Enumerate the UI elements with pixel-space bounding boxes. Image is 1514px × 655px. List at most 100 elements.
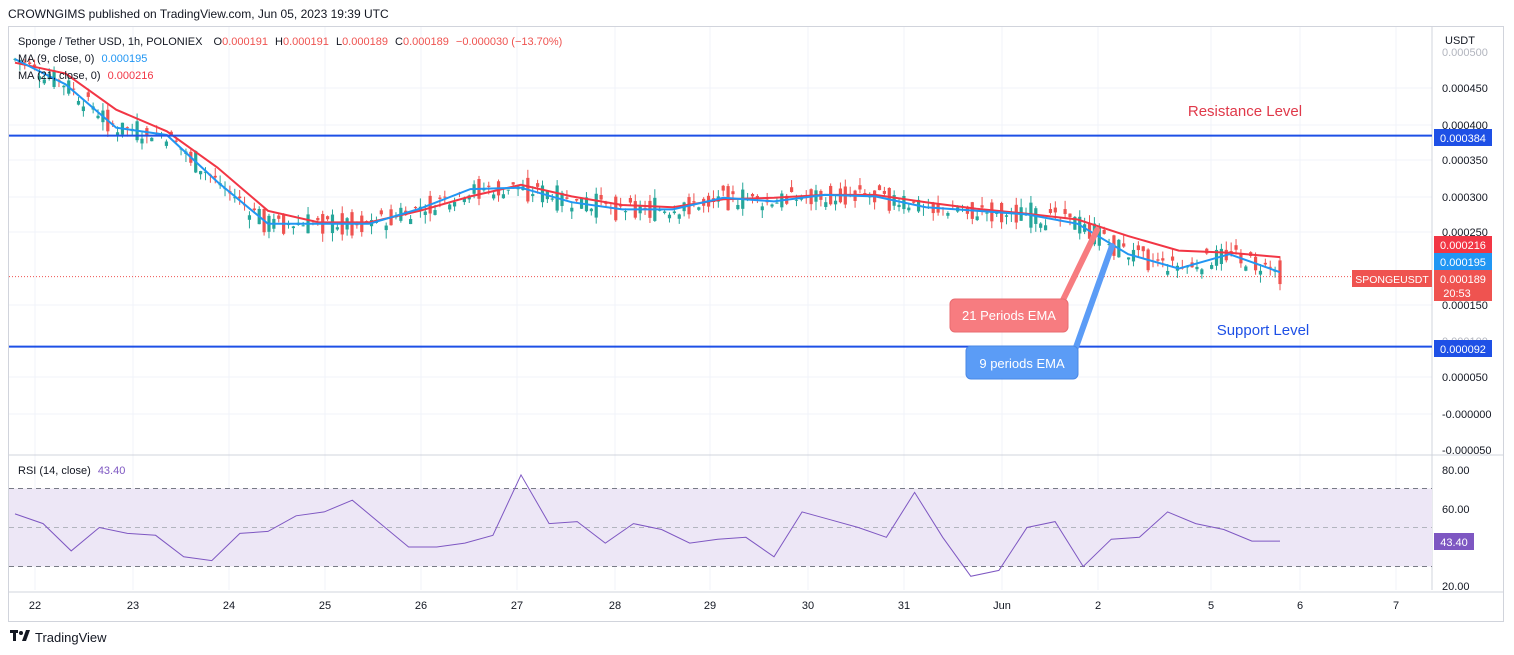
time-label: 25 bbox=[319, 600, 331, 612]
ohlc-change: −0.000030 (−13.70%) bbox=[455, 36, 563, 48]
rsi-line bbox=[14, 473, 1280, 577]
time-label: Jun bbox=[993, 600, 1011, 612]
candle-body bbox=[233, 197, 237, 199]
candle-body bbox=[335, 227, 339, 230]
candle-body bbox=[882, 190, 886, 194]
candle-body bbox=[164, 141, 169, 146]
time-label: 28 bbox=[609, 600, 621, 612]
ohlc-low: 0.000189 bbox=[342, 36, 388, 48]
chart-frame[interactable] bbox=[8, 26, 1504, 622]
candle-body bbox=[570, 207, 574, 212]
candle-body bbox=[1161, 258, 1165, 261]
candle-body bbox=[623, 211, 628, 213]
candle-body bbox=[1126, 257, 1131, 260]
candle-body bbox=[23, 61, 27, 63]
candle-body bbox=[384, 225, 388, 231]
candle-body bbox=[1068, 213, 1072, 218]
candle-body bbox=[589, 208, 593, 212]
time-axis[interactable]: 22 23 24 25 26 27 28 29 30 31 Jun 2 5 6 … bbox=[29, 600, 1399, 612]
candle-body bbox=[1004, 215, 1009, 217]
candle-body bbox=[599, 195, 603, 200]
candle-body bbox=[1053, 207, 1057, 213]
candle-body bbox=[550, 198, 554, 200]
resistance-label: Resistance Level bbox=[1188, 103, 1302, 120]
price-tick: 0.000300 bbox=[1442, 192, 1488, 204]
rsi-tick: 60.00 bbox=[1442, 504, 1470, 516]
ohlc-high-label: H bbox=[275, 36, 283, 48]
ma21-legend[interactable]: MA (21, close, 0) 0.000216 bbox=[18, 70, 154, 82]
candle-body bbox=[379, 210, 383, 215]
ma9-price-tag: 0.000195 bbox=[1434, 253, 1492, 270]
candle-body bbox=[858, 185, 862, 190]
candle-body bbox=[174, 140, 178, 142]
ma21-line bbox=[14, 61, 1281, 259]
candle-body bbox=[492, 194, 496, 199]
ema21-callout-pointer bbox=[1059, 227, 1100, 305]
candle-body bbox=[975, 216, 979, 221]
rsi-axis[interactable]: 80.00 60.00 20.00 bbox=[1442, 465, 1470, 593]
symbol-legend[interactable]: Sponge / Tether USD, 1h, POLONIEX O0.000… bbox=[18, 36, 562, 48]
candle-body bbox=[1244, 266, 1248, 271]
candle-body bbox=[409, 218, 413, 225]
candle-body bbox=[277, 215, 281, 219]
ohlc-low-label: L bbox=[335, 36, 343, 48]
ma21-price-tag: 0.000216 bbox=[1434, 236, 1492, 253]
candle-body bbox=[575, 198, 579, 201]
rsi-legend-value: 43.40 bbox=[97, 465, 126, 477]
rsi-tick: 80.00 bbox=[1442, 465, 1470, 477]
candle-body bbox=[1210, 265, 1214, 269]
candle-body bbox=[1278, 260, 1282, 285]
resistance-price-value: 0.000384 bbox=[1440, 133, 1486, 145]
candle-body bbox=[912, 201, 916, 203]
candle-body bbox=[511, 182, 515, 185]
price-axis-currency: USDT bbox=[1445, 35, 1475, 47]
candle-body bbox=[252, 208, 256, 211]
candle-body bbox=[643, 207, 647, 209]
candle-body bbox=[462, 197, 466, 203]
candle-body bbox=[125, 127, 129, 129]
candle-body bbox=[198, 171, 203, 175]
ma9-legend-label: MA (9, close, 0) bbox=[18, 53, 95, 65]
candle-body bbox=[1258, 270, 1263, 275]
bar-countdown: 20:53 bbox=[1443, 288, 1471, 300]
candle-body bbox=[531, 194, 535, 197]
candle-body bbox=[1136, 245, 1140, 251]
candle-body bbox=[76, 100, 81, 105]
candle-body bbox=[731, 191, 735, 195]
candle-body bbox=[628, 198, 633, 203]
candle-body bbox=[325, 216, 330, 220]
price-tick: 0.000050 bbox=[1442, 372, 1488, 384]
ohlc-close-label: C bbox=[395, 36, 403, 48]
candle-body bbox=[907, 207, 911, 211]
candle-body bbox=[213, 175, 217, 178]
ohlc-open: 0.000191 bbox=[222, 36, 268, 48]
candle-body bbox=[32, 64, 37, 67]
candle-body bbox=[946, 212, 950, 216]
tradingview-brand: TradingView bbox=[35, 630, 107, 645]
ma9-legend[interactable]: MA (9, close, 0) 0.000195 bbox=[18, 53, 147, 65]
time-label: 23 bbox=[127, 600, 139, 612]
candle-body bbox=[1043, 225, 1048, 231]
candle-body bbox=[86, 92, 90, 97]
candle-body bbox=[755, 195, 759, 198]
rsi-value-tag: 43.40 bbox=[1434, 533, 1474, 550]
candlesticks bbox=[13, 57, 1282, 291]
candle-body bbox=[72, 88, 76, 90]
ohlc-close: 0.000189 bbox=[402, 36, 449, 48]
rsi-legend[interactable]: RSI (14, close) 43.40 bbox=[18, 465, 125, 477]
candle-body bbox=[770, 204, 774, 207]
price-tick: 0.000350 bbox=[1442, 155, 1488, 167]
tradingview-logo[interactable]: TradingView bbox=[10, 630, 107, 645]
candle-body bbox=[1200, 269, 1204, 275]
price-tick: 0.000450 bbox=[1442, 83, 1488, 95]
last-price-value: 0.000189 bbox=[1440, 274, 1486, 286]
ma9-price-value: 0.000195 bbox=[1440, 257, 1486, 269]
time-label: 31 bbox=[898, 600, 910, 612]
time-label: 27 bbox=[511, 600, 523, 612]
time-label: 30 bbox=[802, 600, 814, 612]
candle-body bbox=[291, 226, 295, 229]
candle-body bbox=[750, 194, 755, 197]
price-tick: -0.000000 bbox=[1442, 409, 1492, 421]
candle-body bbox=[438, 197, 442, 199]
